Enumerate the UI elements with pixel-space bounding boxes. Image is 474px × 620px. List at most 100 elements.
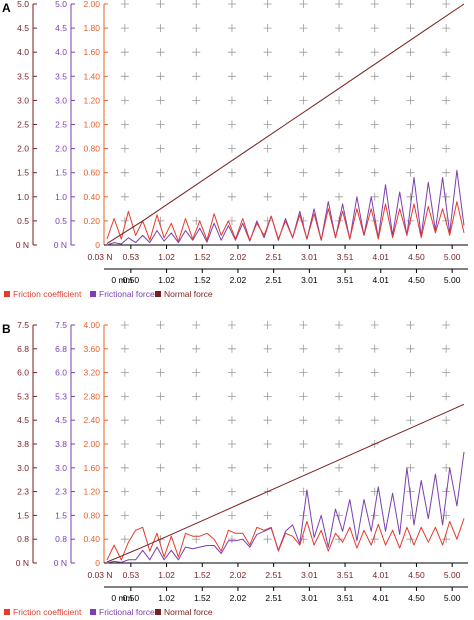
grid-cross: [406, 72, 415, 81]
grid-cross: [227, 168, 236, 177]
grid-cross: [156, 72, 165, 81]
grid-cross: [406, 96, 415, 105]
normal-force-tick-label: 2.0: [17, 144, 29, 154]
grid-cross: [192, 511, 201, 520]
x-distance-tick-label: 1.02: [158, 593, 175, 603]
grid-cross: [299, 321, 308, 329]
grid-cross: [120, 368, 129, 377]
grid-cross: [299, 368, 308, 377]
normal-force-tick-label: 3.5: [17, 71, 29, 81]
frictional-force-tick-label: 1.0: [55, 192, 67, 202]
grid-cross: [299, 168, 308, 177]
grid-cross: [442, 48, 451, 57]
grid-cross: [335, 321, 344, 329]
grid-cross: [156, 216, 165, 225]
grid-cross: [299, 344, 308, 353]
grid-cross: [227, 0, 236, 8]
grid-cross: [299, 192, 308, 201]
friction-coefficient-tick-label: 0.40: [83, 534, 100, 544]
grid-cross: [299, 72, 308, 81]
normal-force-tick-label: 7.5: [17, 320, 29, 330]
legend-normal-force-label: Normal force: [164, 289, 213, 299]
grid-cross: [263, 511, 272, 520]
x-normal-tick-label: 1.02: [158, 252, 175, 262]
grid-cross: [442, 96, 451, 105]
normal-force-tick-label: 5.3: [17, 391, 29, 401]
grid-cross: [156, 48, 165, 57]
legend-friction-coefficient-label: Friction coefficient: [13, 607, 82, 617]
x-normal-tick-label: 3.01: [301, 570, 318, 580]
x-start-distance-label: 0 mm: [111, 593, 132, 603]
x-distance-tick-label: 4.50: [408, 275, 425, 285]
grid-cross: [299, 440, 308, 448]
x-normal-tick-label: 3.51: [337, 252, 354, 262]
grid-cross: [263, 368, 272, 377]
grid-cross: [120, 463, 129, 472]
grid-cross: [156, 344, 165, 353]
grid-cross: [335, 416, 344, 425]
grid-cross: [442, 144, 451, 153]
grid-cross: [263, 168, 272, 177]
x-normal-tick-label: 2.51: [265, 570, 282, 580]
normal-force-line: [106, 403, 465, 563]
grid-cross: [120, 0, 129, 8]
grid-cross: [263, 344, 272, 353]
frictional-force-tick-label: 0.8: [55, 534, 67, 544]
grid-cross: [120, 321, 129, 329]
x-distance-tick-label: 2.02: [230, 275, 247, 285]
grid-cross: [442, 440, 451, 448]
grid-cross: [227, 440, 236, 448]
x-normal-tick-label: 5.00: [444, 252, 461, 262]
grid-cross: [192, 321, 201, 329]
grid-cross: [335, 0, 344, 8]
grid-cross: [370, 120, 379, 129]
panel-letter: A: [2, 1, 11, 15]
grid-cross: [335, 192, 344, 201]
grid-cross: [370, 72, 379, 81]
grid-cross: [227, 120, 236, 129]
grid-cross: [299, 392, 308, 401]
grid-cross: [227, 392, 236, 401]
friction-coefficient-tick-label: 1.20: [83, 95, 100, 105]
grid-cross: [192, 48, 201, 57]
grid-cross: [442, 72, 451, 81]
grid-cross: [406, 392, 415, 401]
x-normal-tick-label: 0.53: [123, 570, 140, 580]
friction-coefficient-tick-label: 4.00: [83, 320, 100, 330]
grid-cross: [299, 0, 308, 8]
friction-coefficient-line: [106, 201, 465, 242]
grid-cross: [370, 168, 379, 177]
grid-cross: [263, 0, 272, 8]
normal-force-tick-label: 3.0: [17, 95, 29, 105]
x-distance-tick-label: 2.51: [265, 275, 282, 285]
x-distance-tick-label: 3.51: [337, 593, 354, 603]
grid-cross: [227, 48, 236, 57]
frictional-force-tick-label: 4.5: [55, 23, 67, 33]
grid-cross: [370, 463, 379, 472]
grid-cross: [370, 392, 379, 401]
grid-cross: [263, 416, 272, 425]
x-normal-tick-label: 4.50: [408, 252, 425, 262]
grid-cross: [227, 96, 236, 105]
grid-cross: [120, 120, 129, 129]
x-distance-tick-label: 4.01: [372, 593, 389, 603]
grid-cross: [335, 48, 344, 57]
grid-cross: [442, 321, 451, 329]
normal-force-tick-label: 0.5: [17, 216, 29, 226]
grid-cross: [120, 192, 129, 201]
grid-cross: [370, 511, 379, 520]
frictional-force-tick-label: 0 N: [54, 240, 67, 250]
grid-cross: [335, 344, 344, 353]
grid-cross: [192, 0, 201, 8]
grid-cross: [299, 24, 308, 33]
x-start-distance-label: 0 mm: [111, 275, 132, 285]
grid-cross: [192, 440, 201, 448]
legend-friction-coefficient-swatch: [4, 291, 10, 297]
grid-cross: [299, 487, 308, 496]
x-normal-tick-label: 1.52: [194, 252, 211, 262]
grid-cross: [120, 344, 129, 353]
legend-normal-force-swatch: [155, 609, 161, 615]
grid-cross: [192, 344, 201, 353]
grid-cross: [442, 535, 451, 544]
x-normal-tick-label: 5.00: [444, 570, 461, 580]
